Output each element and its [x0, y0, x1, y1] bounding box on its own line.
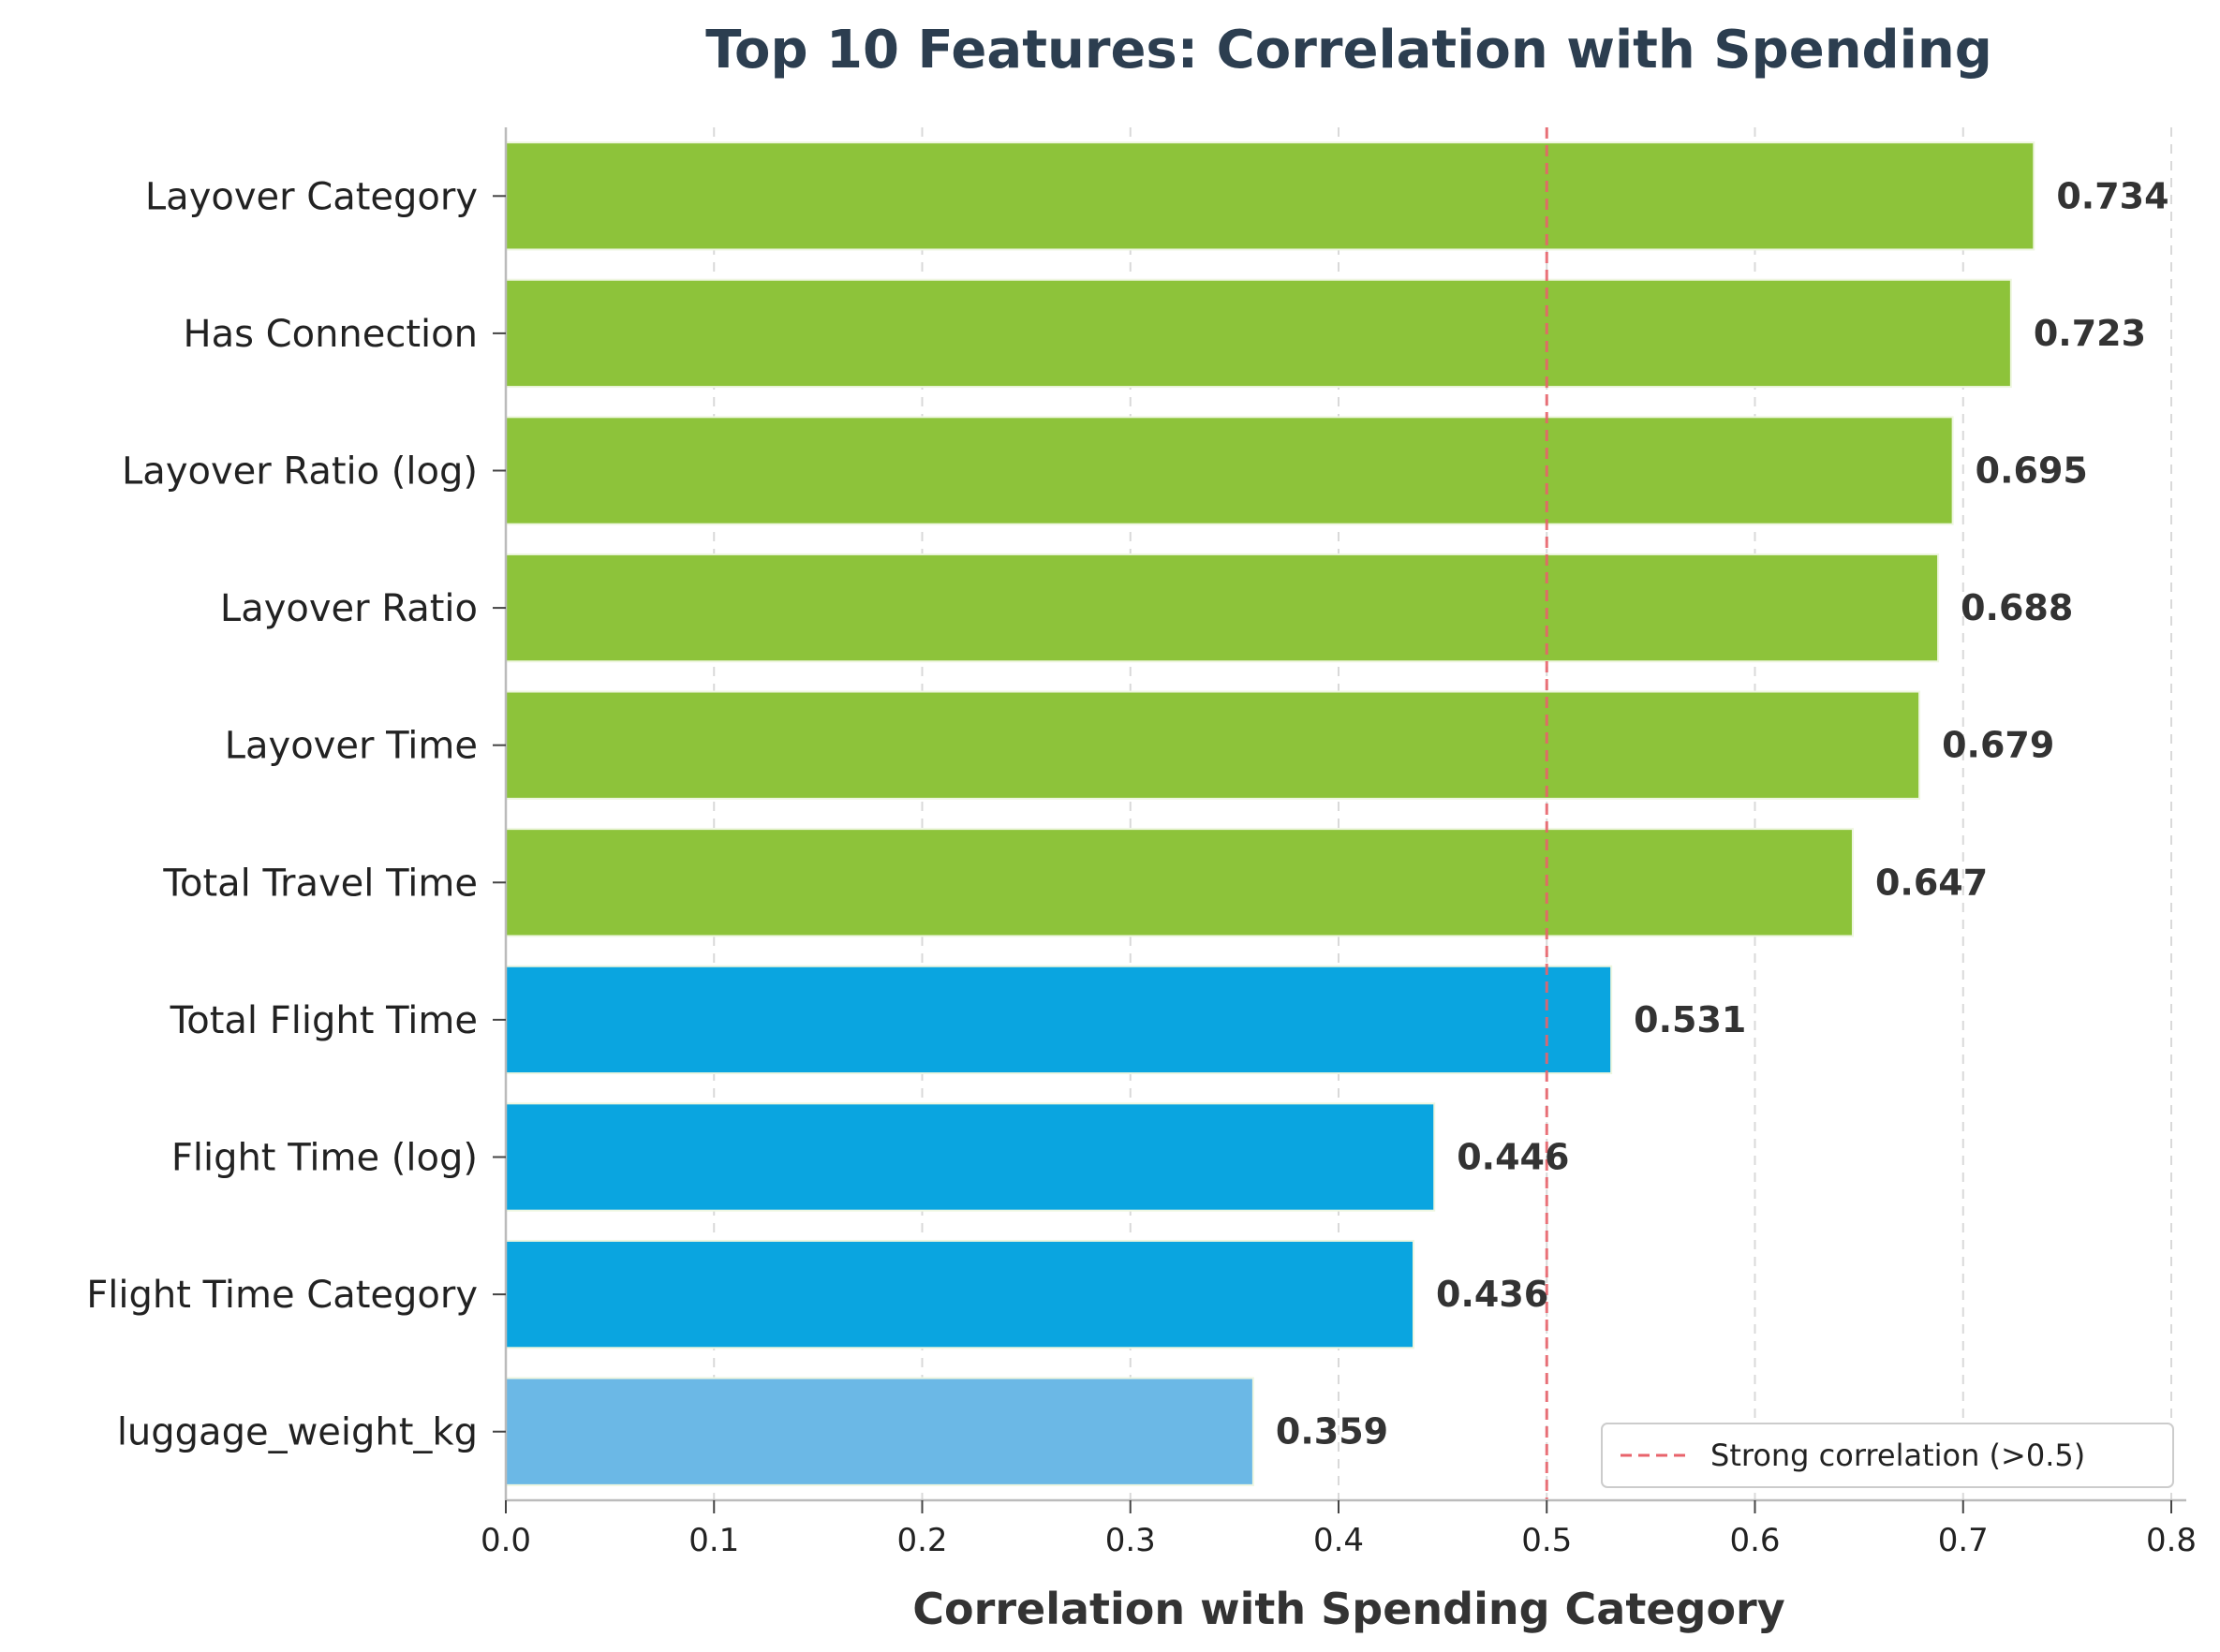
value-label: 0.723: [2034, 313, 2146, 354]
value-label: 0.436: [1436, 1274, 1548, 1315]
bar: [505, 416, 1954, 525]
y-tick-label: Layover Category: [145, 175, 478, 218]
value-label: 0.695: [1976, 450, 2088, 492]
y-tick-label: Layover Time: [225, 725, 478, 768]
chart-title: Top 10 Features: Correlation with Spendi…: [705, 20, 1992, 81]
bar: [505, 965, 1613, 1075]
x-axis-label: Correlation with Spending Category: [912, 1584, 1784, 1634]
value-label: 0.647: [1875, 862, 1988, 903]
value-label: 0.531: [1634, 999, 1746, 1040]
value-label: 0.359: [1276, 1411, 1388, 1453]
legend-label-reference-line: Strong correlation (>0.5): [1710, 1438, 2085, 1473]
value-label: 0.734: [2056, 175, 2168, 216]
bar: [505, 1102, 1436, 1212]
y-tick-label: Layover Ratio (log): [122, 450, 478, 494]
bar: [505, 1239, 1415, 1350]
value-label: 0.679: [1942, 725, 2054, 766]
x-tick-label: 0.1: [688, 1522, 739, 1559]
x-tick-label: 0.7: [1938, 1522, 1989, 1559]
value-labels: 0.734 0.723 0.695 0.688 0.679 0.647 0.531 0.446…: [1276, 175, 2169, 1452]
y-tick-labels: Layover Category Has Connection Layover Ra…: [86, 175, 506, 1454]
y-tick-label: Flight Time Category: [86, 1274, 478, 1317]
x-tick-label: 0.6: [1729, 1522, 1780, 1559]
y-tick-label: Has Connection: [184, 313, 478, 356]
legend-box: [1601, 1423, 2174, 1488]
x-tick-label: 0.8: [2146, 1522, 2197, 1559]
legend: Strong correlation (>0.5): [1601, 1423, 2174, 1488]
value-label: 0.688: [1961, 587, 2073, 628]
x-tick-label: 0.2: [896, 1522, 947, 1559]
bar: [505, 141, 2035, 251]
x-tick-label: 0.5: [1521, 1522, 1572, 1559]
x-tick-label: 0.3: [1105, 1522, 1156, 1559]
bar: [505, 828, 1854, 937]
bar: [505, 278, 2012, 389]
y-tick-label: luggage_weight_kg: [117, 1411, 478, 1454]
bar: [505, 1377, 1254, 1486]
y-tick-label: Total Flight Time: [170, 999, 478, 1042]
y-tick-label: Total Travel Time: [162, 862, 478, 905]
bars: [505, 141, 2035, 1486]
x-tick-label: 0.0: [481, 1522, 531, 1559]
bar: [505, 553, 1940, 663]
y-tick-label: Flight Time (log): [171, 1137, 478, 1180]
value-label: 0.446: [1457, 1137, 1569, 1178]
axes: [504, 127, 2186, 1502]
x-tick-label: 0.4: [1313, 1522, 1364, 1559]
bar: [505, 690, 1921, 800]
y-tick-label: Layover Ratio: [220, 587, 478, 630]
x-tick-labels: 0.0 0.1 0.2 0.3 0.4 0.5 0.6 0.7 0.8: [481, 1500, 2197, 1559]
